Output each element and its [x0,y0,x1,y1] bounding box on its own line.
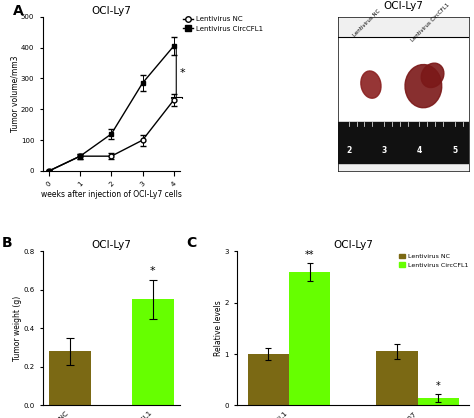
Text: 4: 4 [417,146,422,155]
Text: 5: 5 [452,146,457,155]
Title: OCI-Ly7: OCI-Ly7 [91,240,131,250]
Y-axis label: Tumor volume/mm3: Tumor volume/mm3 [10,56,19,132]
Bar [248,354,289,405]
Y-axis label: Relative levels: Relative levels [214,301,223,356]
Bar [418,398,459,405]
Text: A: A [12,4,23,18]
Text: 3: 3 [382,146,387,155]
Ellipse shape [421,63,444,87]
Text: 2: 2 [346,146,351,155]
Bar [338,37,469,122]
Ellipse shape [405,64,442,108]
Bar [289,272,330,405]
Title: OCI-Ly7: OCI-Ly7 [333,240,373,250]
Text: C: C [186,236,196,250]
Text: *: * [150,266,156,276]
Bar [376,352,418,405]
Bar [338,122,469,163]
Text: **: ** [305,250,314,260]
Title: OCI-Ly7: OCI-Ly7 [91,6,131,16]
Text: B: B [1,236,12,250]
Text: Lentivirus CircCFL1: Lentivirus CircCFL1 [410,3,450,43]
X-axis label: weeks after injection of OCI-Ly7 cells: weeks after injection of OCI-Ly7 cells [41,189,182,199]
Text: *: * [436,381,440,391]
Y-axis label: Tumor weight (g): Tumor weight (g) [13,296,22,361]
Bar [49,352,91,405]
Bar [132,299,174,405]
Text: Lentivirus NC: Lentivirus NC [352,8,382,38]
Ellipse shape [361,71,381,98]
Legend: Lentivirus NC, Lentivirus CircCFL1: Lentivirus NC, Lentivirus CircCFL1 [180,14,266,35]
Text: OCI-Ly7: OCI-Ly7 [384,0,424,10]
Legend: Lentivirus NC, Lentivirus CircCFL1: Lentivirus NC, Lentivirus CircCFL1 [397,251,471,270]
Text: *: * [180,68,186,78]
